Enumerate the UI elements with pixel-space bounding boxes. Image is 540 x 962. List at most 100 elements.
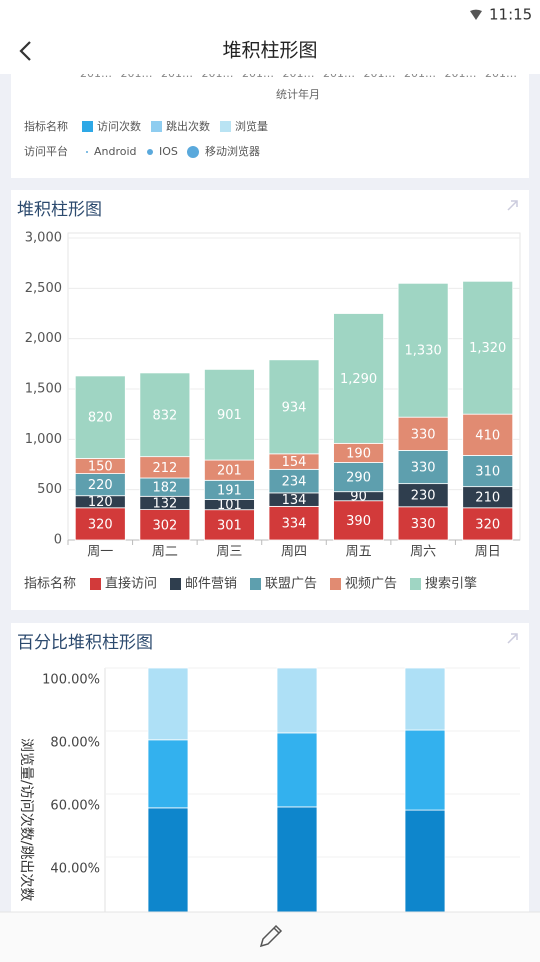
data-label: 310 [475, 465, 500, 480]
expand-icon[interactable] [507, 200, 518, 211]
data-label: 201 [217, 464, 242, 479]
legend-label: 邮件营销 [185, 577, 237, 592]
bar-segment [462, 280, 514, 415]
legend-label: 访问次数 [97, 119, 141, 133]
bar-segment [268, 505, 320, 541]
data-label: 390 [346, 514, 371, 529]
data-label: 301 [217, 518, 242, 533]
data-label: 302 [152, 518, 177, 533]
bar-segment [74, 507, 126, 541]
bottom-bar [0, 912, 540, 962]
data-label: 154 [282, 455, 307, 470]
data-label: 334 [282, 517, 307, 532]
bar-segment [147, 667, 189, 741]
data-label: 330 [411, 517, 436, 532]
legend-title: 指标名称 [24, 119, 68, 133]
data-label: 134 [282, 493, 307, 508]
data-label: 90 [350, 490, 367, 505]
bar-segment [397, 450, 449, 485]
y-tick-label: 3,000 [25, 231, 62, 246]
legend-swatch [90, 578, 101, 590]
legend-swatch [330, 578, 341, 590]
legend-title: 指标名称 [24, 576, 76, 592]
y-tick-label: 500 [37, 482, 62, 497]
bar-segment [397, 282, 449, 418]
bar-segment [404, 667, 446, 731]
data-label: 182 [152, 481, 177, 496]
legend-swatch [250, 578, 261, 590]
card-title: 百分比堆积柱形图 [17, 633, 153, 653]
card-title: 堆积柱形图 [17, 200, 102, 220]
legend-swatch [151, 121, 162, 132]
header-title: 堆积柱形图 [222, 40, 317, 62]
legend-title: 访问平台 [24, 144, 68, 158]
legend-dot [187, 146, 199, 158]
y-tick-label: 1,500 [25, 382, 62, 397]
data-label: 150 [88, 460, 113, 475]
data-label: 190 [346, 446, 371, 461]
x-tick-label: 周五 [346, 545, 372, 560]
data-label: 212 [152, 461, 177, 476]
bar-segment [268, 359, 320, 455]
bar-segment [74, 375, 126, 459]
legend-swatch [220, 121, 231, 132]
bar-segment [397, 416, 449, 451]
bar-segment [139, 509, 191, 541]
x-tick-label: 周六 [410, 545, 436, 560]
edit-button[interactable] [259, 924, 283, 948]
legend-swatch [170, 578, 181, 590]
legend-dot [86, 151, 88, 153]
x-tick-label: 周四 [281, 545, 307, 560]
legend-swatch [410, 578, 421, 590]
legend-label: 视频广告 [345, 577, 397, 592]
data-label: 191 [217, 483, 242, 498]
bar-segment [204, 368, 255, 461]
legend-label: 搜索引擎 [425, 577, 477, 592]
stacked-chart: 0 500 1,000 1,500 2,000 2,500 3,000 周一 320 120 220… [24, 231, 521, 592]
data-label: 1,320 [469, 341, 506, 356]
legend-label: IOS [159, 145, 178, 158]
data-label: 832 [152, 408, 177, 423]
y-tick-label: 2,500 [25, 281, 62, 296]
legend-label: 联盟广告 [265, 577, 317, 592]
data-label: 820 [88, 411, 113, 426]
y-tick-label: 80.00% [50, 736, 100, 751]
bar-segment [276, 667, 318, 734]
y-tick-label: 0 [54, 533, 62, 548]
legend-label: 浏览量 [235, 119, 268, 133]
bar-segment [462, 455, 514, 488]
data-label: 220 [88, 478, 113, 493]
bar-segment [147, 739, 189, 809]
legend-label: 移动浏览器 [205, 144, 260, 158]
y-tick-label: 2,000 [25, 331, 62, 346]
data-label: 101 [217, 498, 242, 513]
y-tick-label: 40.00% [50, 862, 100, 877]
x-tick-label: 周三 [216, 545, 242, 560]
data-label: 234 [282, 475, 307, 490]
bar-segment [139, 372, 191, 458]
wifi-icon [470, 9, 482, 20]
data-label: 132 [152, 496, 177, 511]
data-label: 320 [88, 517, 113, 532]
bar-segment [404, 729, 446, 811]
clock: 11:15 [489, 6, 532, 24]
bar-segment [397, 506, 449, 541]
data-label: 230 [411, 489, 436, 504]
x-tick-label: 周日 [475, 545, 501, 560]
header [0, 28, 540, 74]
bar-segment [333, 313, 384, 444]
legend-label: 跳出次数 [166, 119, 210, 133]
legend-label: Android [94, 145, 137, 158]
back-button[interactable] [19, 41, 31, 61]
expand-icon[interactable] [507, 633, 518, 644]
x-tick-label: 周二 [152, 545, 178, 560]
data-label: 934 [282, 400, 307, 415]
data-label: 320 [475, 517, 500, 532]
legend-dot [147, 149, 153, 155]
legend-label: 直接访问 [105, 576, 157, 592]
bar-segment [276, 732, 318, 808]
data-label: 120 [88, 495, 113, 510]
y-axis-label: 浏览量/访问次数/跳出次数 [18, 738, 34, 901]
